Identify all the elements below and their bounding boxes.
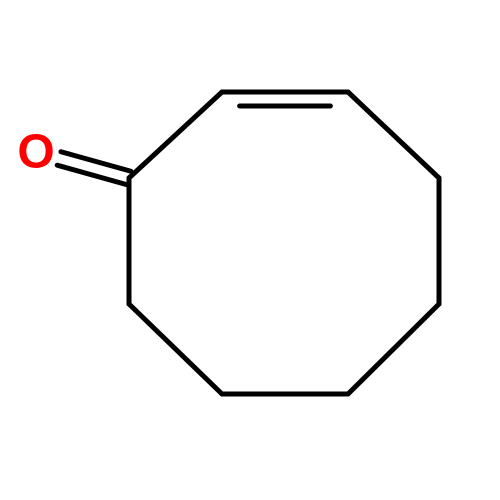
bond-6 (129, 304, 222, 394)
bond-4 (348, 304, 439, 394)
atom-label-o: O (17, 126, 54, 179)
bond-2 (348, 92, 439, 178)
bond-0 (129, 92, 222, 178)
molecule-diagram: O (0, 0, 500, 500)
